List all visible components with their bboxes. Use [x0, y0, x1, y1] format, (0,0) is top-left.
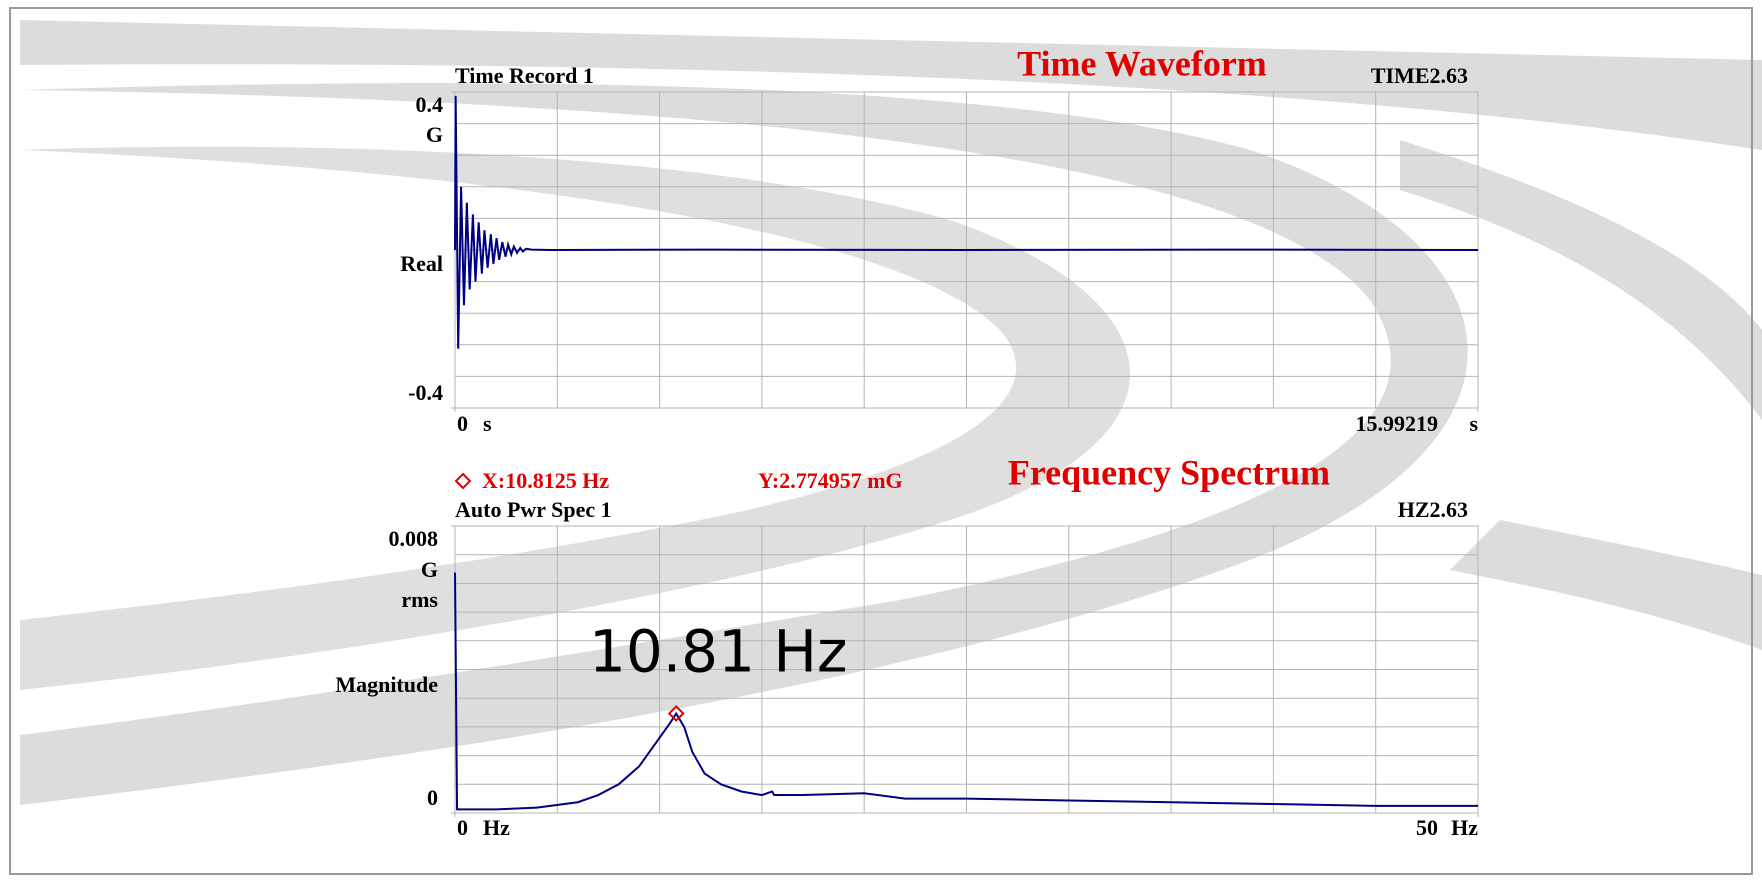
series-line: [454, 572, 1478, 811]
y-tick-label: 0: [427, 785, 438, 810]
y-axis-label: Real: [400, 251, 443, 276]
trace-id: HZ2.63: [1398, 497, 1468, 522]
cursor-x-readout: X:10.8125 Hz: [482, 468, 609, 493]
x-unit: s: [483, 411, 492, 436]
cursor-marker: [667, 705, 685, 722]
x-unit: Hz: [483, 815, 510, 840]
trace-label: Time Record 1: [455, 63, 594, 88]
x-unit: Hz: [1451, 815, 1478, 840]
window-border: [9, 7, 1753, 875]
chart-title: Frequency Spectrum: [1008, 452, 1330, 492]
trace-label: Auto Pwr Spec 1: [455, 497, 612, 522]
peak-label: 10.81 Hz: [589, 618, 848, 686]
cursor-symbol: [454, 472, 472, 490]
y-tick-label: -0.4: [408, 380, 443, 405]
x-tick-label: 15.99219: [1356, 411, 1439, 436]
x-tick-label: 0: [457, 411, 468, 436]
trace-id: TIME2.63: [1371, 63, 1468, 88]
y-tick-label: 0.4: [416, 92, 444, 117]
x-tick-label: 50: [1416, 815, 1438, 840]
cursor-y-readout: Y:2.774957 mG: [758, 468, 903, 493]
chart-title: Time Waveform: [1017, 43, 1267, 83]
y-unit: G: [421, 557, 438, 582]
x-unit: s: [1469, 411, 1478, 436]
y-unit: rms: [401, 587, 438, 612]
y-tick-label: 0.008: [389, 526, 439, 551]
series-line: [454, 95, 1479, 349]
y-axis-label: Magnitude: [335, 672, 438, 697]
x-tick-label: 0: [457, 815, 468, 840]
background-swoosh: [20, 20, 1762, 805]
y-unit: G: [426, 122, 443, 147]
